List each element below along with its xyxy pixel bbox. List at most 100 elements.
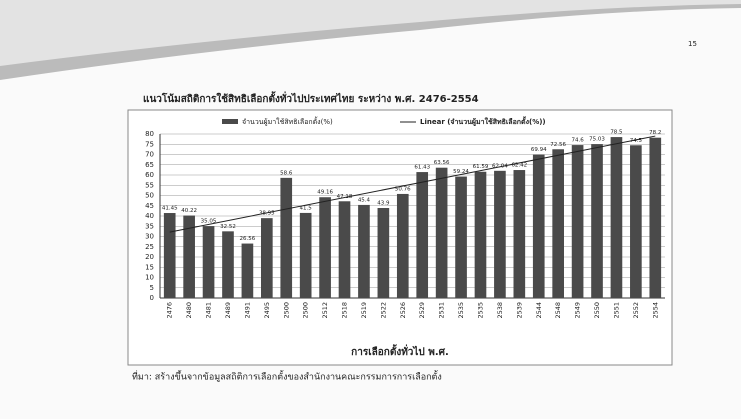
legend-label: จำนวนผู้มาใช้สิทธิเลือกตั้ง(%) bbox=[242, 115, 333, 126]
chart-title: แนวโน้มสถิติการใช้สิทธิเลือกตั้งทั่วไปปร… bbox=[143, 91, 479, 105]
bar bbox=[455, 176, 467, 298]
data-label: 41.5 bbox=[300, 205, 313, 211]
bar bbox=[319, 197, 331, 298]
x-tick-label: 2500 bbox=[282, 302, 290, 319]
y-tick-label: 15 bbox=[145, 263, 154, 271]
y-tick-label: 10 bbox=[145, 274, 154, 282]
data-label: 32.52 bbox=[220, 224, 236, 230]
bar bbox=[338, 201, 351, 298]
bar bbox=[591, 144, 603, 298]
data-label: 74.5 bbox=[630, 138, 643, 144]
data-label: 61.59 bbox=[473, 164, 489, 170]
x-tick-label: 2480 bbox=[185, 302, 193, 319]
bar bbox=[358, 204, 370, 298]
x-axis-label: การเลือกตั้งทั่วไป พ.ศ. bbox=[351, 344, 449, 358]
data-label: 47.18 bbox=[337, 194, 353, 200]
x-tick-label: 2522 bbox=[379, 302, 387, 319]
data-label: 49.16 bbox=[317, 190, 333, 196]
x-tick-label: 2476 bbox=[166, 302, 174, 319]
x-tick-label: 2551 bbox=[612, 302, 620, 319]
x-tick-label: 2535 bbox=[476, 302, 484, 319]
data-label: 26.56 bbox=[240, 236, 256, 242]
x-tick-label: 2539 bbox=[515, 302, 523, 319]
bar bbox=[416, 172, 429, 298]
bar bbox=[222, 231, 234, 298]
y-tick-label: 60 bbox=[145, 171, 154, 179]
data-label: 43.9 bbox=[377, 201, 390, 207]
bar bbox=[299, 212, 312, 298]
bar bbox=[474, 171, 487, 298]
y-tick-label: 55 bbox=[145, 181, 154, 189]
y-tick-label: 70 bbox=[145, 151, 154, 159]
bar bbox=[435, 167, 448, 298]
data-label: 75.03 bbox=[589, 137, 605, 143]
bar bbox=[261, 218, 273, 298]
y-tick-label: 20 bbox=[145, 253, 154, 261]
y-tick-label: 45 bbox=[145, 202, 154, 210]
legend-swatch bbox=[222, 119, 238, 124]
x-tick-label: 2526 bbox=[399, 302, 407, 319]
bar bbox=[513, 170, 526, 298]
page-number: 15 bbox=[688, 40, 697, 48]
bar bbox=[280, 177, 293, 298]
y-tick-label: 75 bbox=[145, 140, 154, 148]
x-tick-label: 2552 bbox=[632, 302, 640, 319]
x-tick-label: 2550 bbox=[593, 302, 601, 319]
bar bbox=[532, 154, 545, 298]
bar bbox=[183, 215, 195, 298]
x-tick-label: 2538 bbox=[496, 302, 504, 319]
data-label: 69.94 bbox=[531, 147, 547, 153]
legend-label: Linear (จำนวนผู้มาใช้สิทธิเลือกตั้ง(%)) bbox=[420, 115, 546, 127]
data-label: 72.56 bbox=[550, 142, 566, 148]
x-tick-label: 2500 bbox=[302, 302, 310, 319]
x-tick-label: 2554 bbox=[651, 302, 659, 319]
data-label: 40.22 bbox=[181, 208, 197, 214]
data-label: 59.24 bbox=[453, 169, 469, 175]
header-swoosh-light bbox=[0, 0, 741, 66]
source-note: ที่มา: สร้างขึ้นจากข้อมูลสถิติการเลือกตั… bbox=[132, 370, 442, 383]
y-tick-label: 5 bbox=[150, 284, 154, 292]
y-tick-label: 40 bbox=[145, 212, 154, 220]
trend-line bbox=[169, 135, 656, 233]
x-tick-label: 2549 bbox=[574, 302, 582, 319]
data-label: 45.4 bbox=[358, 197, 371, 203]
bar bbox=[163, 213, 176, 298]
data-label: 61.43 bbox=[414, 165, 430, 171]
x-tick-label: 2489 bbox=[224, 302, 232, 319]
data-label: 74.6 bbox=[571, 138, 584, 144]
data-label: 63.56 bbox=[434, 160, 450, 166]
bar bbox=[649, 137, 662, 298]
x-tick-label: 2535 bbox=[457, 302, 465, 319]
x-tick-label: 2512 bbox=[321, 302, 329, 319]
x-tick-label: 2519 bbox=[360, 302, 368, 319]
y-tick-label: 30 bbox=[145, 233, 154, 241]
x-tick-label: 2529 bbox=[418, 302, 426, 319]
data-label: 78.2 bbox=[649, 130, 661, 136]
y-tick-label: 50 bbox=[145, 192, 154, 200]
data-label: 35.05 bbox=[201, 219, 217, 225]
y-tick-label: 0 bbox=[150, 294, 154, 302]
bar bbox=[552, 149, 564, 298]
y-tick-label: 80 bbox=[145, 130, 154, 138]
x-tick-label: 2481 bbox=[205, 302, 213, 319]
x-tick-label: 2495 bbox=[263, 302, 271, 319]
y-tick-label: 25 bbox=[145, 243, 154, 251]
bar bbox=[241, 243, 254, 298]
x-tick-label: 2531 bbox=[438, 302, 446, 319]
data-label: 78.5 bbox=[610, 130, 623, 136]
data-label: 38.95 bbox=[259, 211, 275, 217]
data-label: 62.42 bbox=[511, 163, 527, 169]
bar bbox=[396, 193, 409, 298]
data-label: 58.6 bbox=[280, 170, 293, 176]
y-tick-label: 35 bbox=[145, 222, 154, 230]
x-tick-label: 2491 bbox=[243, 302, 251, 319]
x-tick-label: 2544 bbox=[535, 302, 543, 319]
bar bbox=[610, 137, 623, 298]
data-label: 50.76 bbox=[395, 186, 411, 192]
bar bbox=[377, 208, 390, 298]
y-tick-label: 65 bbox=[145, 161, 154, 169]
data-label: 41.45 bbox=[162, 206, 178, 212]
x-tick-label: 2548 bbox=[554, 302, 562, 319]
bar bbox=[202, 226, 215, 298]
